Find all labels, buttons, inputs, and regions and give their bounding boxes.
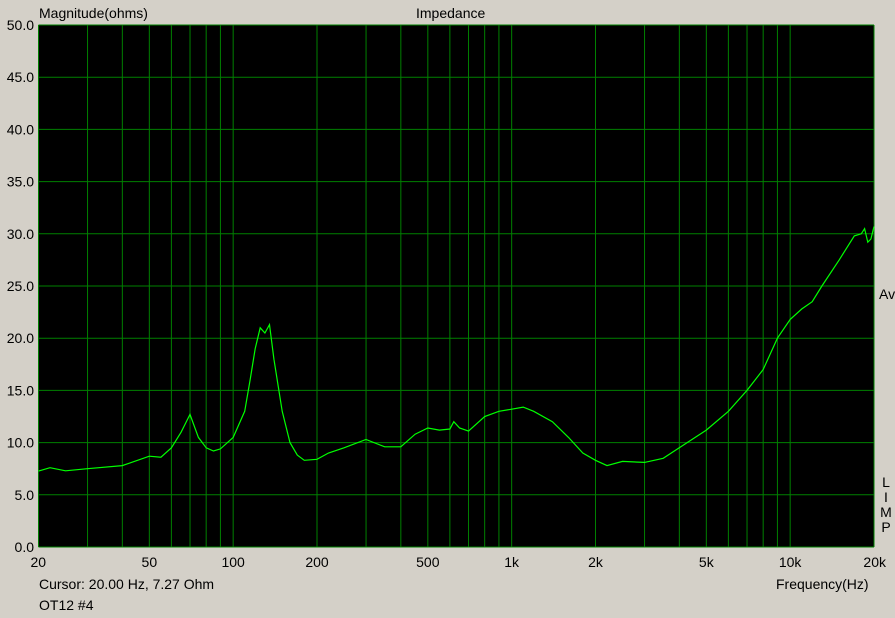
y-tick-label: 30.0 <box>7 226 34 242</box>
app-label: L I M P <box>880 475 892 535</box>
x-tick-label: 10k <box>779 554 803 570</box>
x-tick-label: 50 <box>142 554 158 570</box>
y-tick-label: 40.0 <box>7 121 34 137</box>
y-tick-label: 35.0 <box>7 174 34 190</box>
app-letter: L <box>882 474 890 490</box>
impedance-curve <box>38 226 875 472</box>
y-tick-label: 15.0 <box>7 382 34 398</box>
trace-name: OT12 #4 <box>39 597 94 613</box>
x-axis-label: Frequency(Hz) <box>776 576 869 592</box>
y-tick-label: 0.0 <box>15 539 35 555</box>
x-tick-label: 20k <box>863 554 887 570</box>
x-tick-label: 1k <box>504 554 520 570</box>
y-axis-label: Magnitude(ohms) <box>39 5 148 21</box>
y-tick-label: 25.0 <box>7 278 34 294</box>
y-tick-label: 10.0 <box>7 435 34 451</box>
app-letter: I <box>884 489 888 505</box>
app-letter: P <box>881 519 891 535</box>
x-tick-label: 200 <box>305 554 329 570</box>
x-tick-label: 2k <box>588 554 604 570</box>
cursor-readout: Cursor: 20.00 Hz, 7.27 Ohm <box>39 576 215 592</box>
chart-title: Impedance <box>416 5 486 21</box>
x-tick-label: 100 <box>221 554 245 570</box>
x-tick-label: 5k <box>699 554 715 570</box>
y-tick-label: 45.0 <box>7 69 34 85</box>
x-tick-label: 20 <box>31 554 47 570</box>
x-tick-label: 500 <box>416 554 440 570</box>
y-tick-label: 5.0 <box>15 487 35 503</box>
y-tick-label: 50.0 <box>7 17 34 33</box>
average-label: Av <box>879 286 895 302</box>
y-tick-label: 20.0 <box>7 330 34 346</box>
app-letter: M <box>880 504 892 520</box>
